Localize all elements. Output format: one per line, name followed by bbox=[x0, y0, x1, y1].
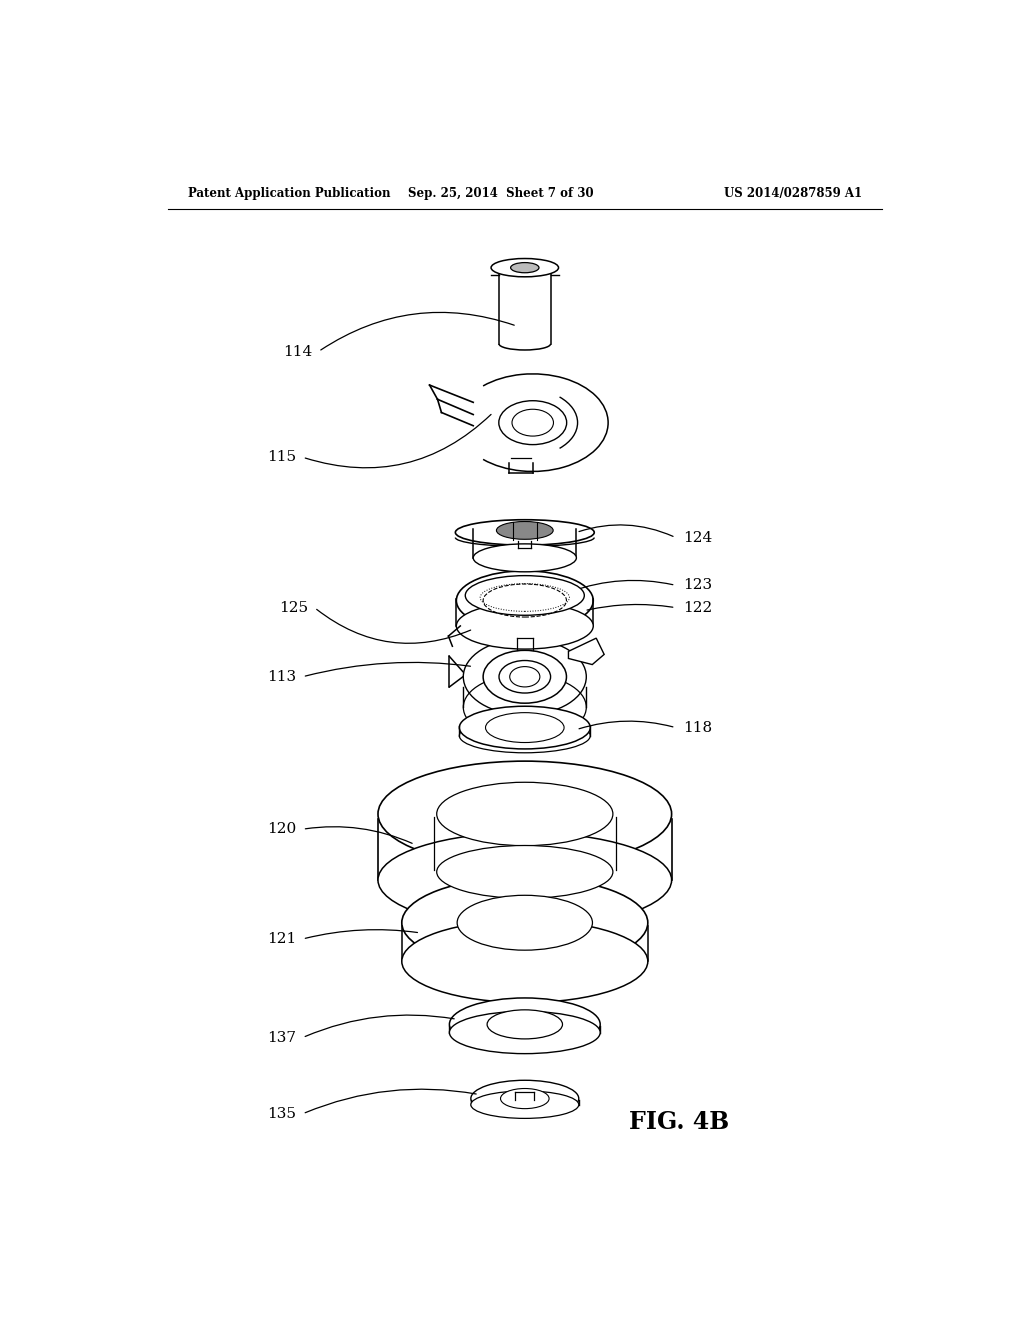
Polygon shape bbox=[568, 638, 604, 664]
Ellipse shape bbox=[499, 660, 551, 693]
Ellipse shape bbox=[510, 667, 540, 686]
Ellipse shape bbox=[499, 401, 566, 445]
Text: 121: 121 bbox=[267, 932, 296, 946]
Ellipse shape bbox=[487, 1010, 562, 1039]
Text: 137: 137 bbox=[267, 1031, 296, 1044]
Ellipse shape bbox=[378, 762, 672, 867]
Ellipse shape bbox=[465, 576, 585, 615]
Text: 115: 115 bbox=[267, 450, 296, 465]
Text: 114: 114 bbox=[283, 345, 312, 359]
Ellipse shape bbox=[471, 1090, 579, 1118]
Ellipse shape bbox=[473, 544, 577, 572]
Ellipse shape bbox=[378, 833, 672, 928]
Text: 122: 122 bbox=[684, 601, 713, 615]
Text: FIG. 4B: FIG. 4B bbox=[630, 1110, 730, 1134]
Ellipse shape bbox=[483, 651, 566, 704]
Text: 123: 123 bbox=[684, 578, 713, 593]
Ellipse shape bbox=[456, 520, 594, 545]
Ellipse shape bbox=[471, 1080, 579, 1117]
Text: 120: 120 bbox=[267, 822, 296, 837]
Text: 135: 135 bbox=[267, 1106, 296, 1121]
Ellipse shape bbox=[436, 846, 613, 899]
Ellipse shape bbox=[450, 1011, 600, 1053]
Ellipse shape bbox=[497, 521, 553, 540]
Text: 118: 118 bbox=[684, 721, 713, 735]
Ellipse shape bbox=[401, 876, 648, 969]
Ellipse shape bbox=[457, 603, 593, 649]
Text: 125: 125 bbox=[279, 601, 308, 615]
Text: 124: 124 bbox=[684, 531, 713, 545]
Ellipse shape bbox=[401, 920, 648, 1002]
Ellipse shape bbox=[436, 783, 613, 846]
Text: Sep. 25, 2014  Sheet 7 of 30: Sep. 25, 2014 Sheet 7 of 30 bbox=[409, 187, 594, 201]
Ellipse shape bbox=[460, 718, 590, 752]
Text: 113: 113 bbox=[267, 669, 296, 684]
Text: US 2014/0287859 A1: US 2014/0287859 A1 bbox=[724, 187, 862, 201]
Ellipse shape bbox=[457, 570, 593, 630]
Ellipse shape bbox=[511, 263, 539, 273]
Ellipse shape bbox=[501, 1089, 549, 1109]
Ellipse shape bbox=[492, 259, 558, 277]
Ellipse shape bbox=[457, 895, 593, 950]
Ellipse shape bbox=[460, 706, 590, 748]
Ellipse shape bbox=[512, 409, 553, 436]
Text: Patent Application Publication: Patent Application Publication bbox=[187, 187, 390, 201]
Ellipse shape bbox=[450, 998, 600, 1051]
